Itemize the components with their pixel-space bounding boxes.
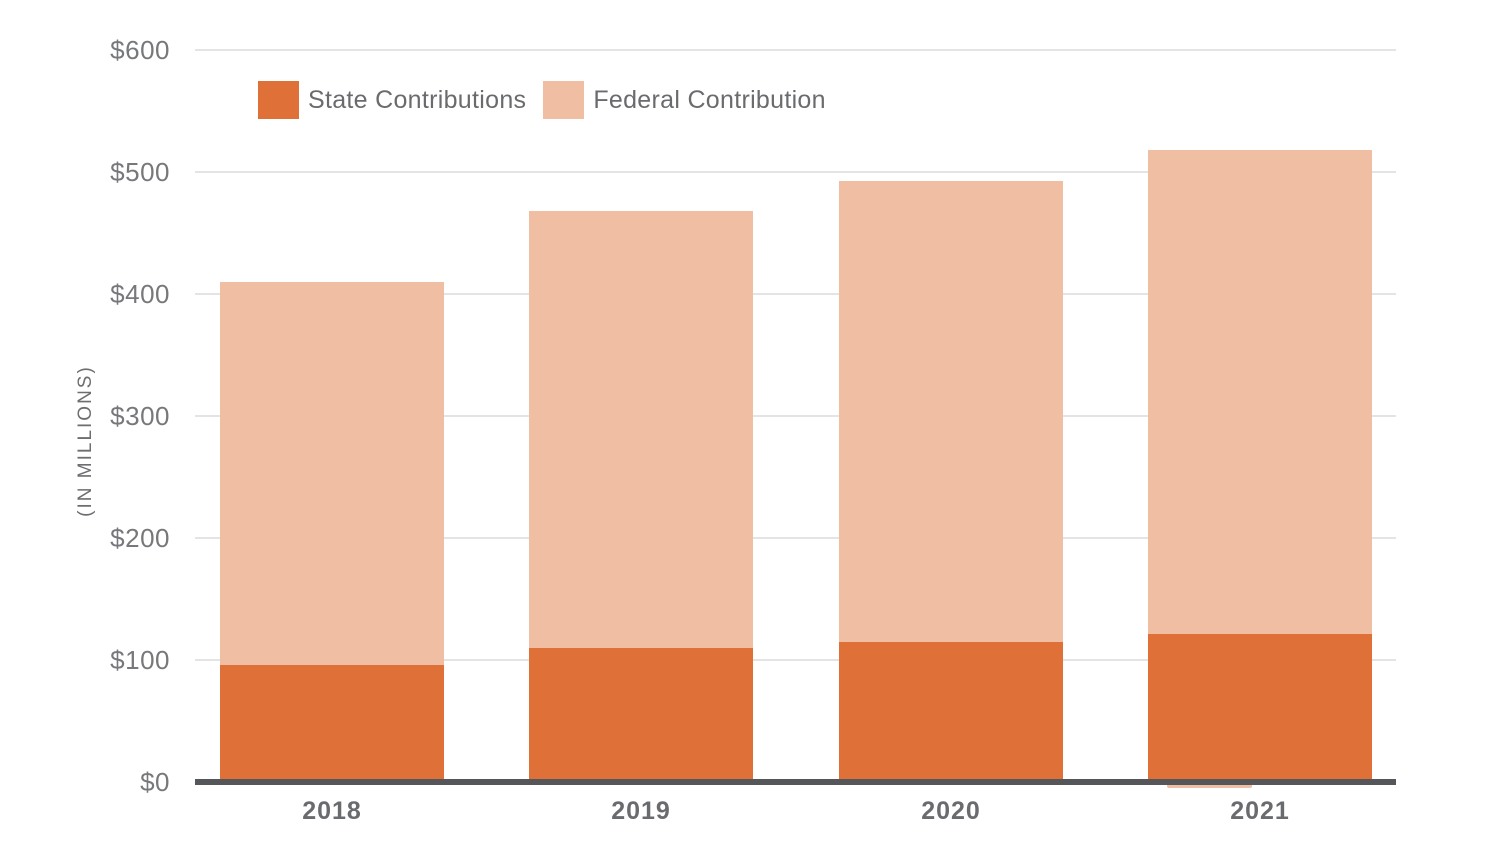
legend-item-state-contributions: State Contributions (258, 81, 526, 119)
y-tick-label-$200: $200 (110, 523, 170, 553)
bar-2018-federal-contribution (220, 281, 444, 665)
y-tick-label-$600: $600 (110, 35, 170, 65)
x-axis-label-2018: 2018 (302, 797, 362, 825)
legend-label-state: State Contributions (308, 85, 527, 114)
legend-swatch-federal-icon (543, 81, 585, 119)
bar-2019-federal-contribution (529, 211, 753, 648)
bar-2018-state-contributions (220, 664, 444, 782)
legend-item-federal-contribution: Federal Contribution (543, 81, 826, 119)
bar-2019-state-contributions (529, 647, 753, 782)
x-axis-label-2020: 2020 (921, 797, 981, 825)
y-axis-title: (IN MILLIONS) (75, 365, 96, 517)
gridline-$400 (195, 293, 1396, 295)
legend: State Contributions Federal Contribution (258, 81, 826, 119)
y-tick-label-$400: $400 (110, 279, 170, 309)
bar-2021-state-contributions (1148, 634, 1372, 782)
below-axis-sliver (1167, 784, 1252, 788)
gridline-$200 (195, 537, 1396, 539)
gridline-$100 (195, 659, 1396, 661)
legend-swatch-state-icon (258, 81, 299, 119)
bar-2021-federal-contribution (1148, 150, 1372, 635)
bar-2020-state-contributions (839, 641, 1063, 782)
x-axis-label-2019: 2019 (611, 797, 671, 825)
bar-2020-federal-contribution (839, 180, 1063, 642)
x-axis-line (195, 779, 1396, 785)
y-tick-label-$100: $100 (110, 645, 170, 675)
gridline-$600 (195, 49, 1396, 51)
legend-label-federal: Federal Contribution (593, 85, 826, 114)
y-tick-label-$0: $0 (140, 767, 170, 797)
y-tick-label-$500: $500 (110, 157, 170, 187)
gridline-$300 (195, 415, 1396, 417)
x-axis-label-2021: 2021 (1230, 797, 1290, 825)
gridline-$500 (195, 171, 1396, 173)
y-tick-label-$300: $300 (110, 401, 170, 431)
